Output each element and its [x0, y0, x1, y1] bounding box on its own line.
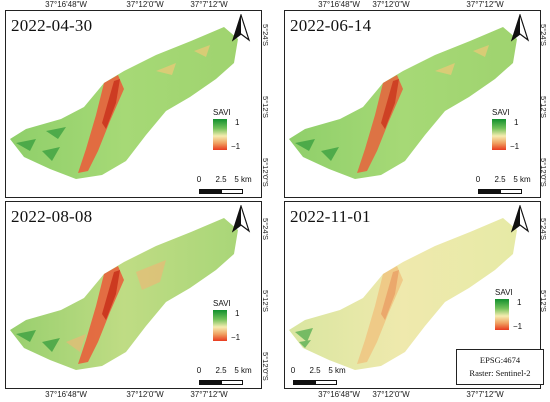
- lat-label-4: 5°24'S: [261, 218, 270, 240]
- north-arrow-icon: [510, 205, 530, 233]
- scale-segment-1: [293, 380, 315, 385]
- map-panel-1: 2022-04-30 SAVI 1 −1 0 2.5 5 km: [5, 10, 262, 198]
- map-info-box: EPSG:4674 Raster: Sentinel-2: [456, 349, 544, 385]
- scale-label-end: 5 km: [234, 366, 252, 375]
- study-area-map: [10, 218, 238, 370]
- lon-label-bottom-right-3: 37°7'12"W: [466, 390, 504, 399]
- panel-date: 2022-08-08: [11, 207, 93, 226]
- panel-date: 2022-06-14: [290, 16, 372, 35]
- scale-label-end: 5 km: [513, 175, 531, 184]
- legend-max-label: 1: [235, 118, 240, 127]
- scale-segment-1: [478, 189, 500, 194]
- study-area-map: [289, 218, 517, 370]
- lon-label-top-right-2: 37°12'0"W: [372, 0, 410, 9]
- legend-title: SAVI: [492, 108, 510, 117]
- scale-label-mid: 2.5: [215, 366, 227, 375]
- scale-label-end: 5 km: [328, 366, 346, 375]
- lon-label-top-right-3: 37°7'12"W: [466, 0, 504, 9]
- lon-label-top-left-1: 37°16'48"W: [45, 0, 87, 9]
- scale-segment-2: [221, 380, 243, 385]
- scale-segment-2: [500, 189, 522, 194]
- scale-segment-1: [199, 189, 221, 194]
- scale-bar: 0 2.5 5 km: [193, 366, 259, 388]
- legend-max-label: 1: [517, 298, 522, 307]
- map-panel-3: 2022-08-08 SAVI 1 −1 0 2.5 5 km: [5, 201, 262, 389]
- map-panel-2: 2022-06-14 SAVI 1 −1 0 2.5 5 km: [284, 10, 541, 198]
- legend-min-label: −1: [513, 322, 523, 331]
- lon-label-top-left-3: 37°7'12"W: [190, 0, 228, 9]
- scale-label-mid: 2.5: [309, 366, 321, 375]
- north-arrow-icon: [510, 14, 530, 42]
- legend-color-ramp: [213, 119, 227, 150]
- legend-title: SAVI: [213, 108, 231, 117]
- scale-segment-2: [315, 380, 337, 385]
- savi-legend: SAVI 1 −1: [205, 108, 255, 158]
- scale-segment-2: [221, 189, 243, 194]
- scale-bar: 0 2.5 5 km: [193, 175, 259, 197]
- scale-label-0: 0: [196, 175, 202, 184]
- lon-label-bottom-right-2: 37°12'0"W: [372, 390, 410, 399]
- legend-color-ramp: [492, 119, 506, 150]
- scale-label-end: 5 km: [234, 175, 252, 184]
- lat-label-1: 5°24'S: [261, 24, 270, 46]
- legend-title: SAVI: [495, 288, 513, 297]
- scale-label-mid: 2.5: [494, 175, 506, 184]
- study-area-map: [10, 27, 238, 179]
- legend-max-label: 1: [235, 309, 240, 318]
- legend-min-label: −1: [231, 142, 241, 151]
- study-area-map: [289, 27, 517, 179]
- legend-color-ramp: [213, 310, 227, 341]
- savi-legend: SAVI 1 −1: [205, 299, 255, 349]
- legend-title: SAVI: [213, 299, 231, 308]
- legend-color-ramp: [495, 299, 509, 330]
- panel-date: 2022-04-30: [11, 16, 93, 35]
- lon-label-bottom-right-1: 37°16'48"W: [318, 390, 360, 399]
- scale-label-0: 0: [196, 366, 202, 375]
- lat-label-6: 5°12'0"S: [261, 352, 270, 381]
- scale-label-0: 0: [475, 175, 481, 184]
- legend-max-label: 1: [514, 118, 519, 127]
- epsg-label: EPSG:4674: [479, 355, 521, 365]
- lon-label-top-right-1: 37°16'48"W: [318, 0, 360, 9]
- map-panel-4: 2022-11-01 SAVI 1 −1 0 2.5 5 km: [284, 201, 541, 389]
- lon-label-top-left-2: 37°12'0"W: [126, 0, 164, 9]
- legend-min-label: −1: [231, 333, 241, 342]
- legend-min-label: −1: [510, 142, 520, 151]
- panel-date: 2022-11-01: [290, 207, 371, 226]
- raster-source-label: Raster: Sentinel-2: [469, 368, 531, 378]
- north-arrow-icon: [231, 14, 251, 42]
- lat-label-3: 5°12'0"S: [261, 158, 270, 187]
- scale-label-mid: 2.5: [215, 175, 227, 184]
- north-arrow-icon: [231, 205, 251, 233]
- lat-label-5: 5°12'S: [261, 290, 270, 312]
- scale-segment-1: [199, 380, 221, 385]
- scale-label-0: 0: [290, 366, 296, 375]
- savi-legend: SAVI 1 −1: [487, 288, 537, 338]
- savi-legend: SAVI 1 −1: [484, 108, 534, 158]
- scale-bar: 0 2.5 5 km: [472, 175, 538, 197]
- lon-label-bottom-left-3: 37°7'12"W: [190, 390, 228, 399]
- lon-label-bottom-left-2: 37°12'0"W: [126, 390, 164, 399]
- scale-bar: 0 2.5 5 km: [287, 366, 353, 388]
- lon-label-bottom-left-1: 37°16'48"W: [45, 390, 87, 399]
- lat-label-2: 5°12'S: [261, 96, 270, 118]
